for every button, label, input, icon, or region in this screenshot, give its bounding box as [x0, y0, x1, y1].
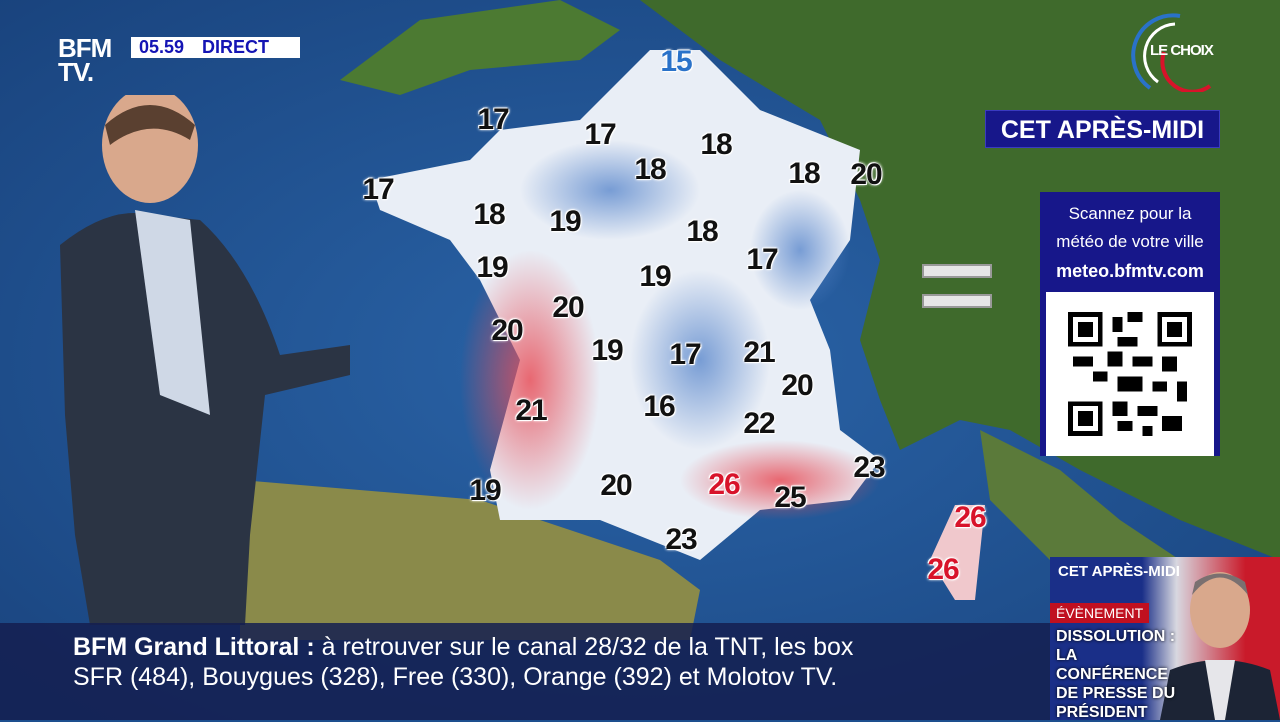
temperature-label: 20 [600, 469, 632, 502]
land-corsica [930, 505, 985, 600]
temperature-label: 21 [515, 394, 547, 427]
temperature-label: 26 [708, 468, 740, 501]
temperature-label: 26 [927, 553, 959, 586]
promo-tag: ÉVÈNEMENT [1050, 603, 1150, 623]
land-france [370, 50, 880, 560]
temperature-label: 17 [669, 338, 701, 371]
temperature-label: 15 [660, 45, 692, 78]
time: 05.59 [139, 37, 185, 57]
live-clock: 05.59 DIRECT [131, 37, 300, 58]
temperature-label: 18 [686, 215, 718, 248]
ticker-line-1: à retrouver sur le canal 28/32 de la TNT… [321, 633, 854, 661]
temperature-label: 17 [746, 243, 778, 276]
live-label: DIRECT [202, 37, 270, 57]
temperature-label: 19 [549, 205, 581, 238]
temperature-label: 16 [643, 390, 675, 423]
temperature-label: 19 [639, 260, 671, 293]
temperature-label: 20 [850, 158, 882, 191]
news-ticker: BFM Grand Littoral : à retrouver sur le … [0, 623, 1050, 720]
temperature-label: 21 [743, 336, 775, 369]
president-photo [1160, 572, 1280, 720]
temperature-label: 17 [362, 173, 394, 206]
temperature-label: 18 [634, 153, 666, 186]
land-uk [340, 0, 620, 95]
temperature-label: 19 [476, 251, 508, 284]
temperature-label: 20 [491, 314, 523, 347]
temperature-label: 19 [591, 334, 623, 367]
promo-period: CET APRÈS-MIDI [1058, 563, 1180, 580]
qr-code-icon[interactable] [1046, 292, 1214, 456]
qr-text-2: météo de votre ville [1056, 232, 1204, 251]
temperature-label: 20 [781, 369, 813, 402]
qr-panel: Scannez pour la météo de votre ville met… [1040, 192, 1220, 456]
temperature-label: 20 [552, 291, 584, 324]
temperature-label: 22 [743, 407, 775, 440]
qr-url[interactable]: meteo.bfmtv.com [1056, 261, 1204, 281]
ticker-title: BFM Grand Littoral : [73, 633, 315, 661]
temperature-label: 17 [477, 103, 509, 136]
temperature-label: 19 [469, 474, 501, 507]
program-logo: LE CHOIX [1120, 12, 1260, 94]
promo-title: DISSOLUTION : LA CONFÉRENCE DE PRESSE DU… [1056, 628, 1176, 721]
ticker-line-2: SFR (484), Bouygues (328), Free (330), O… [73, 663, 838, 691]
forecast-period: CET APRÈS-MIDI [985, 110, 1220, 148]
qr-text-1: Scannez pour la [1068, 204, 1192, 223]
temperature-label: 18 [788, 157, 820, 190]
temperature-label: 17 [584, 118, 616, 151]
land-spain [240, 480, 700, 640]
bfmtv-logo: BFM TV. [58, 33, 112, 87]
temperature-label: 25 [774, 481, 806, 514]
temperature-label: 23 [853, 451, 885, 484]
temperature-label: 26 [954, 501, 986, 534]
presenter [50, 87, 360, 630]
temperature-label: 23 [665, 523, 697, 556]
temperature-label: 18 [700, 128, 732, 161]
equals-symbol-icon [922, 264, 992, 324]
land-italy [980, 430, 1180, 560]
promo-panel: CET APRÈS-MIDI ÉVÈNEMENT DISSOLUTION : L… [1050, 557, 1280, 721]
temperature-label: 18 [473, 198, 505, 231]
